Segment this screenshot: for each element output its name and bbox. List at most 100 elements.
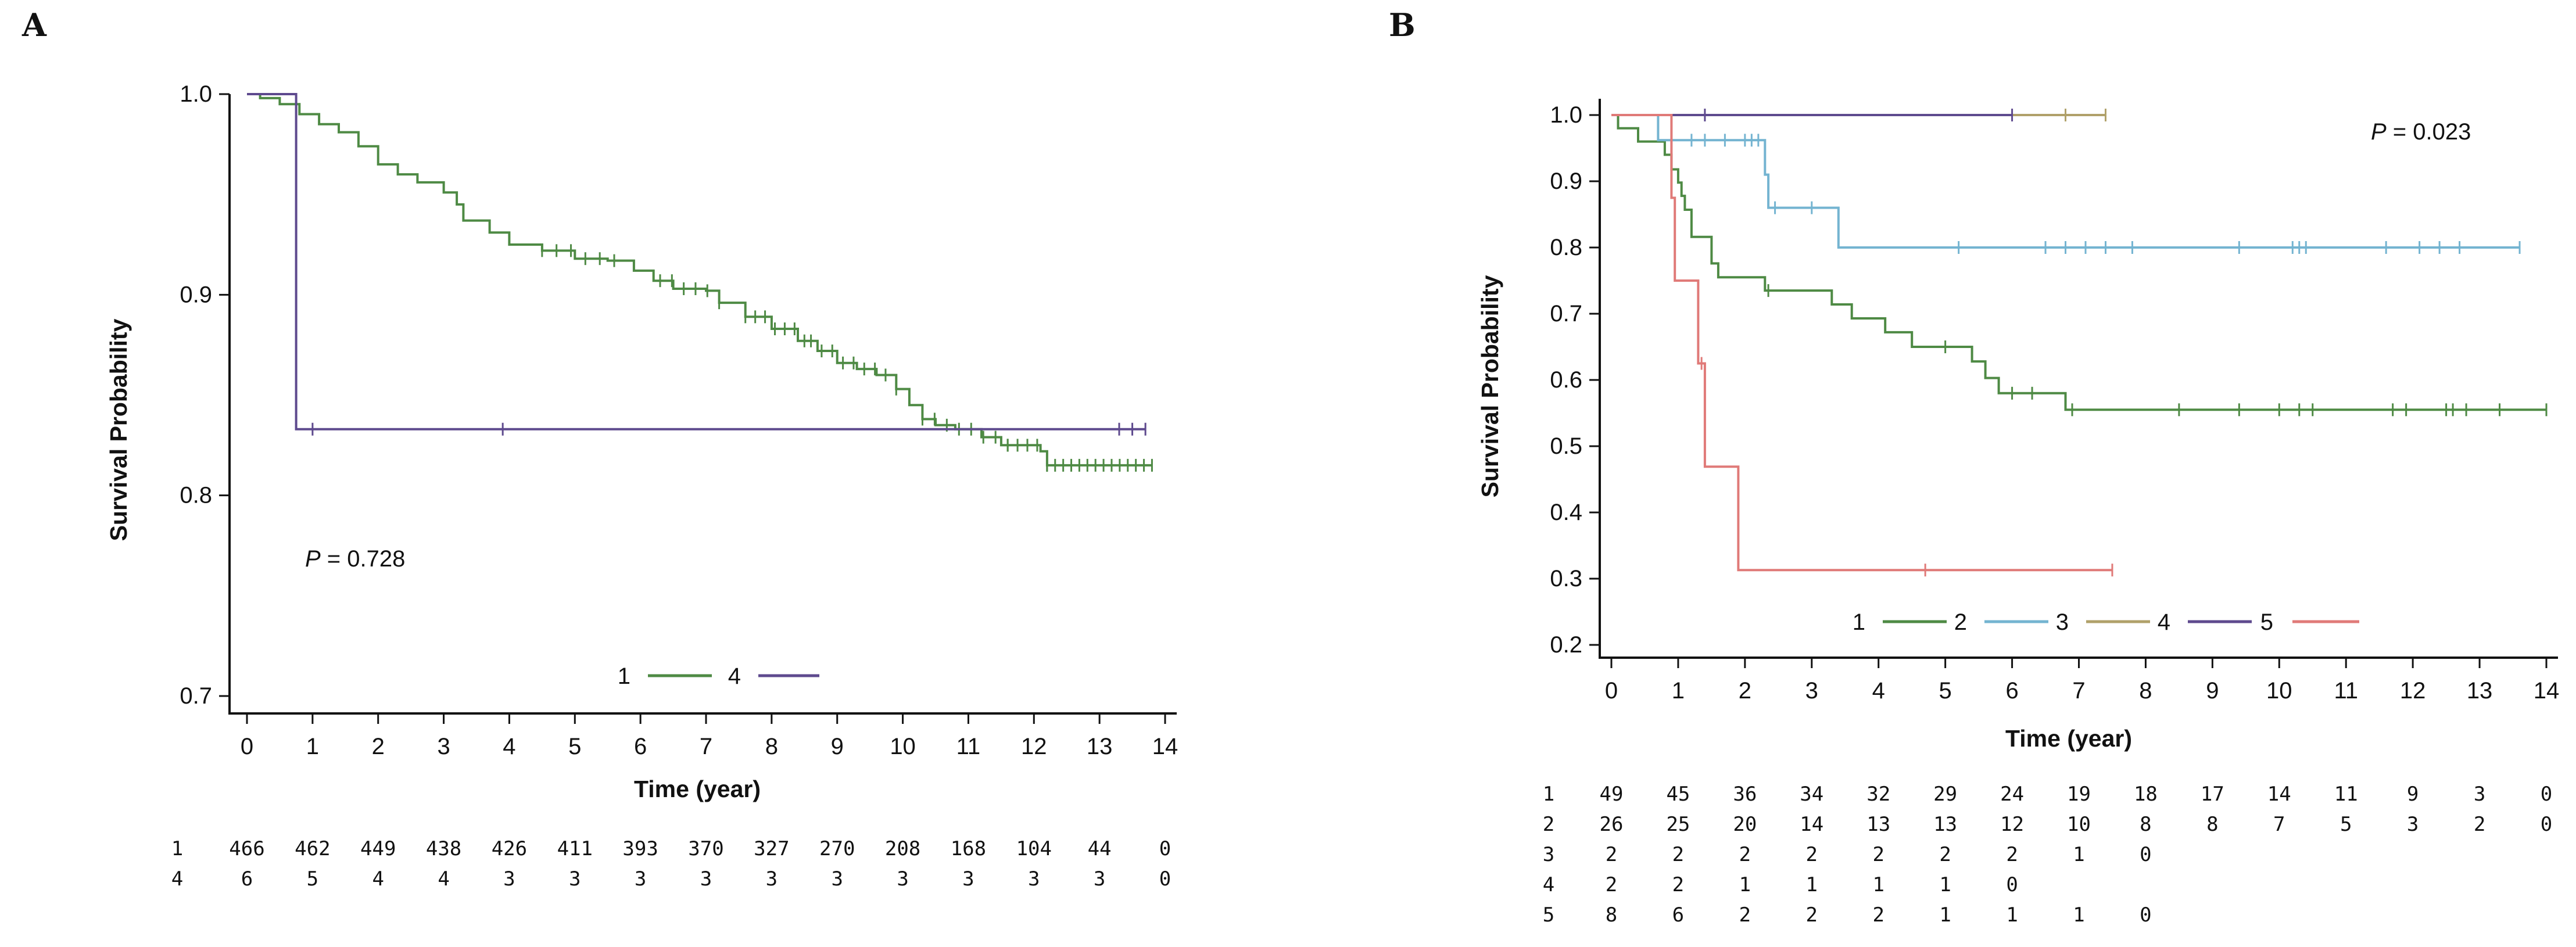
risk-count: 45 xyxy=(1666,783,1690,806)
y-tick-label: 0.7 xyxy=(1550,301,1582,327)
risk-count: 270 xyxy=(819,837,855,860)
x-tick-label: 0 xyxy=(1605,678,1618,704)
risk-count: 11 xyxy=(2334,783,2358,806)
legend-label-1: 1 xyxy=(1853,609,1865,635)
panel-A: A0.70.80.91.00 1 2 3 4 5 6 7 8 9 10 11 12 13 14Surviva… xyxy=(22,6,1178,891)
panel-B: B0.20.30.40.50.60.70.80.91.00 1 2 3 4 5 6 7 8 9 10… xyxy=(1389,6,2559,927)
survival-curve-5 xyxy=(1611,114,2112,572)
x-axis-title: Time (year) xyxy=(2005,725,2132,752)
x-tick-label: 11 xyxy=(956,734,981,759)
risk-count: 14 xyxy=(1800,813,1823,836)
p-value-symbol: P xyxy=(2371,119,2387,145)
risk-count: 32 xyxy=(1866,783,1890,806)
risk-count: 24 xyxy=(2000,783,2024,806)
risk-count: 2 xyxy=(1672,843,1684,866)
risk-count: 2 xyxy=(1872,843,1884,866)
x-tick-label: 7 xyxy=(2072,678,2085,704)
risk-count: 426 xyxy=(492,837,527,860)
x-tick-label: 4 xyxy=(1872,678,1885,704)
risk-count: 104 xyxy=(1016,837,1052,860)
risk-count: 4 xyxy=(372,867,384,891)
p-value: P = 0.728 xyxy=(305,546,405,572)
risk-count: 1 xyxy=(2073,903,2084,927)
risk-count: 17 xyxy=(2201,783,2224,806)
x-tick-label: 3 xyxy=(1805,678,1818,704)
risk-count: 3 xyxy=(897,867,908,891)
x-tick-label: 13 xyxy=(2467,678,2493,704)
risk-count: 5 xyxy=(2340,813,2352,836)
survival-curve-2 xyxy=(1611,114,2520,249)
risk-count: 370 xyxy=(688,837,723,860)
risk-count: 2 xyxy=(1806,903,1818,927)
x-tick-label: 8 xyxy=(765,734,778,759)
risk-count: 0 xyxy=(2541,783,2552,806)
risk-count: 5 xyxy=(307,867,318,891)
y-tick-label: 0.9 xyxy=(1550,168,1582,194)
series-4 xyxy=(247,93,1147,436)
risk-count: 1 xyxy=(2073,843,2084,866)
risk-count: 2 xyxy=(2474,813,2485,836)
risk-count: 6 xyxy=(241,867,253,891)
legend-label-5: 5 xyxy=(2260,609,2273,635)
y-tick-label: 0.7 xyxy=(180,683,212,709)
risk-count: 6 xyxy=(1672,903,1684,927)
panel-label: A xyxy=(22,6,47,44)
risk-count: 3 xyxy=(766,867,778,891)
risk-count: 34 xyxy=(1800,783,1823,806)
x-tick-label: 1 xyxy=(1672,678,1685,704)
risk-count: 49 xyxy=(1600,783,1624,806)
risk-count: 3 xyxy=(635,867,646,891)
y-tick-label: 0.4 xyxy=(1550,500,1582,525)
y-tick-label: 0.6 xyxy=(1550,367,1582,393)
risk-count: 0 xyxy=(2140,843,2151,866)
risk-count: 3 xyxy=(1094,867,1105,891)
risk-count: 462 xyxy=(295,837,330,860)
series-1 xyxy=(1611,114,2548,417)
risk-count: 1 xyxy=(1739,873,1751,896)
y-tick-label: 1.0 xyxy=(1550,102,1582,128)
x-tick-label: 10 xyxy=(890,734,916,759)
risk-count: 438 xyxy=(426,837,461,860)
risk-count: 3 xyxy=(569,867,581,891)
risk-count: 2 xyxy=(1672,873,1684,896)
risk-count: 0 xyxy=(2541,813,2552,836)
x-tick-label: 0 xyxy=(241,734,253,759)
risk-group-label: 1 xyxy=(1543,783,1554,806)
x-tick-label: 2 xyxy=(1739,678,1751,704)
risk-group-label: 3 xyxy=(1543,843,1554,866)
risk-count: 8 xyxy=(1606,903,1617,927)
risk-count: 0 xyxy=(2006,873,2018,896)
risk-count: 449 xyxy=(360,837,396,860)
risk-count: 3 xyxy=(2474,783,2485,806)
y-tick-label: 0.8 xyxy=(1550,235,1582,260)
x-tick-label: 6 xyxy=(634,734,647,759)
x-tick-label: 1 xyxy=(306,734,319,759)
risk-count: 13 xyxy=(1866,813,1890,836)
x-tick-label: 8 xyxy=(2139,678,2152,704)
x-tick-label: 10 xyxy=(2266,678,2292,704)
p-value-number: = 0.728 xyxy=(321,546,406,572)
series-1 xyxy=(247,93,1153,472)
y-tick-label: 0.2 xyxy=(1550,632,1582,658)
risk-count: 168 xyxy=(951,837,986,860)
risk-count: 2 xyxy=(1739,903,1751,927)
risk-count: 2 xyxy=(1739,843,1751,866)
risk-count: 10 xyxy=(2067,813,2091,836)
legend-label-2: 2 xyxy=(1954,609,1967,635)
y-axis-title: Survival Probability xyxy=(1477,275,1503,497)
p-value-number: = 0.023 xyxy=(2387,119,2471,145)
legend-label-1: 1 xyxy=(618,663,630,689)
risk-count: 36 xyxy=(1733,783,1757,806)
survival-curve-1 xyxy=(1611,114,2546,411)
risk-count: 2 xyxy=(1806,843,1818,866)
x-tick-label: 14 xyxy=(2534,678,2560,704)
risk-count: 8 xyxy=(2206,813,2218,836)
risk-count: 3 xyxy=(2407,813,2419,836)
panel-label: B xyxy=(1389,6,1416,44)
risk-count: 3 xyxy=(700,867,712,891)
y-tick-label: 1.0 xyxy=(180,81,212,107)
risk-count: 25 xyxy=(1666,813,1690,836)
risk-count: 2 xyxy=(2006,843,2018,866)
series-5 xyxy=(1611,114,2113,577)
risk-group-label: 2 xyxy=(1543,813,1554,836)
